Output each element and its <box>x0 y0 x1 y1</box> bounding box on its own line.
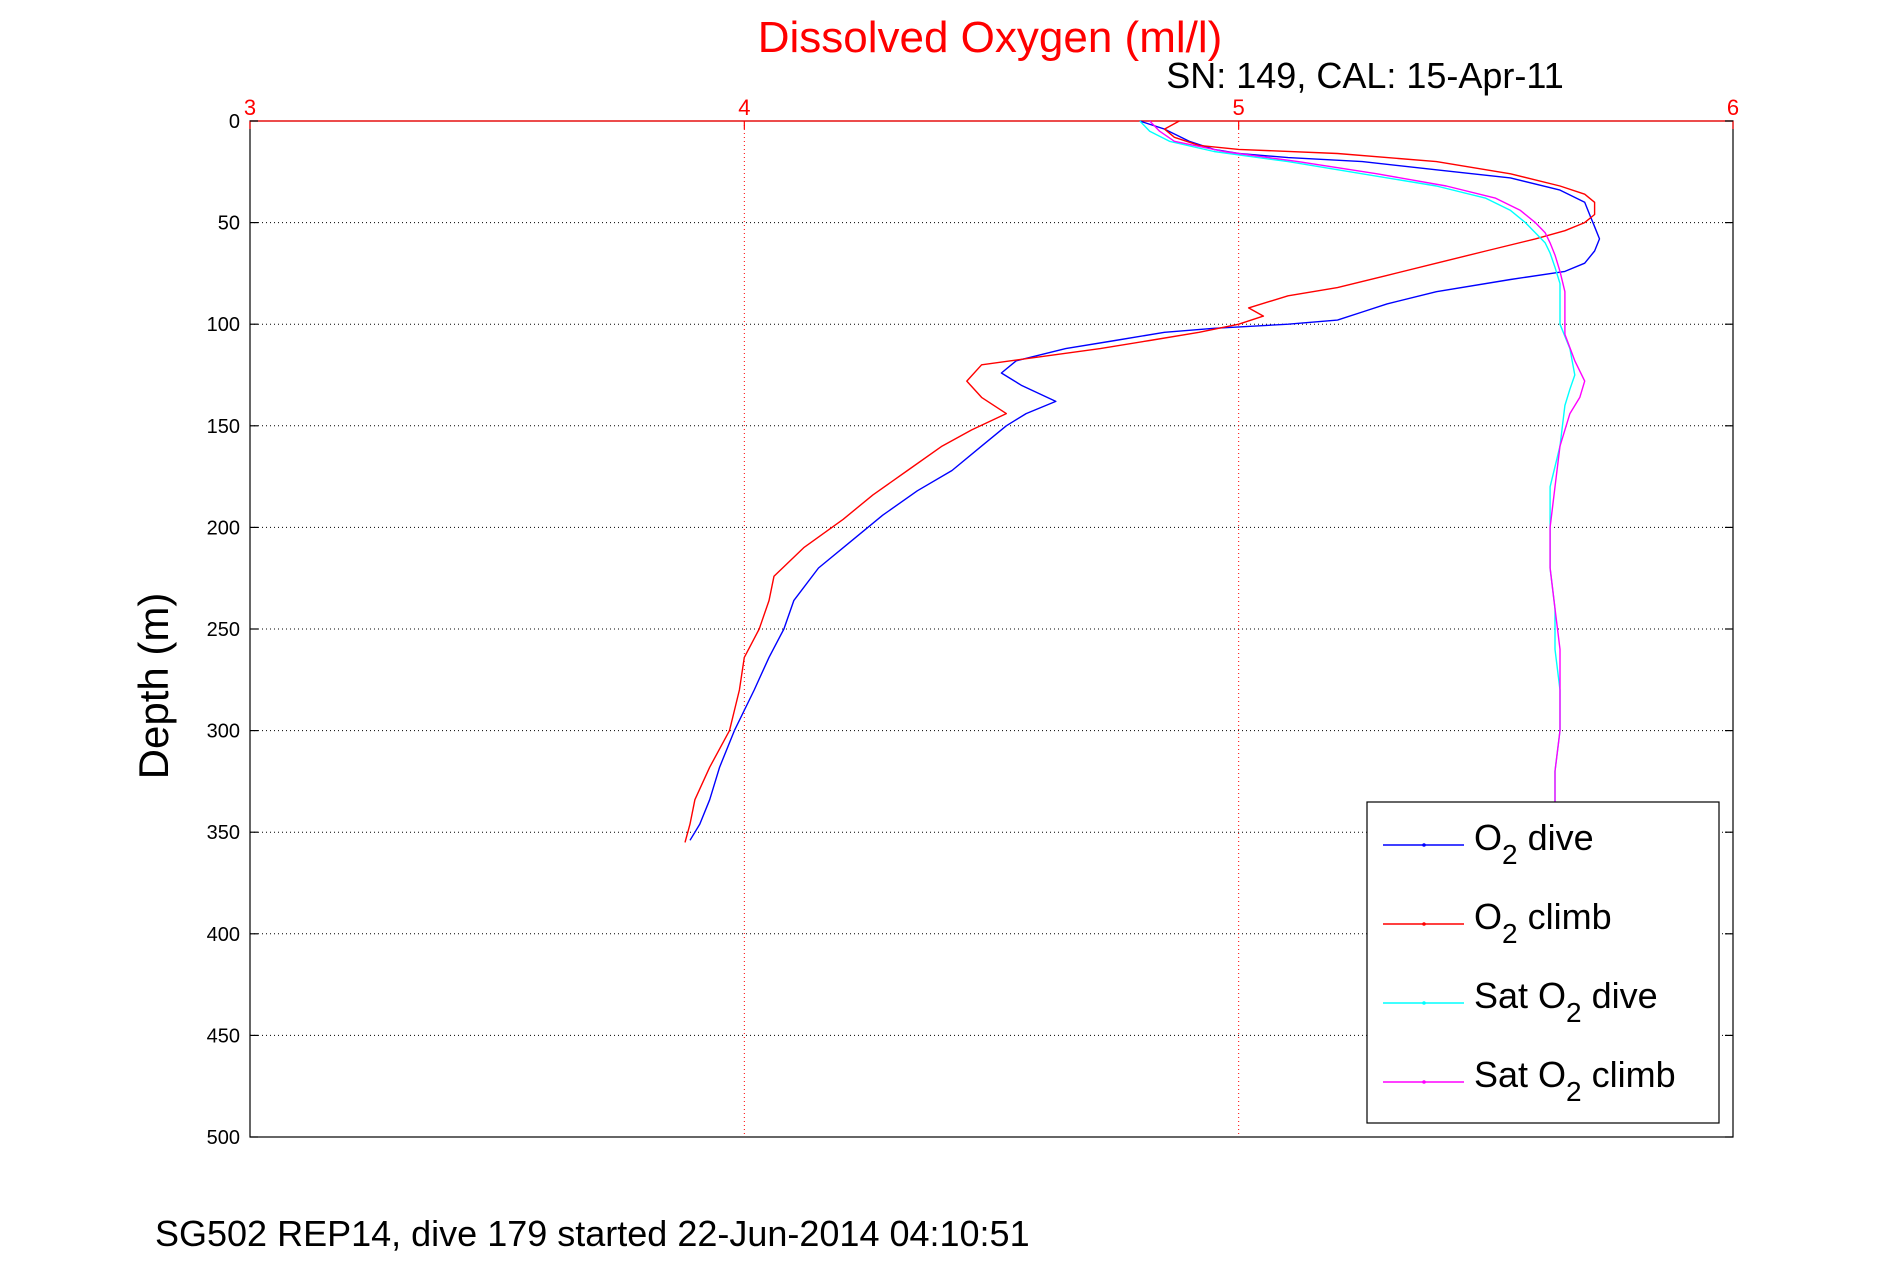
y-tick-label: 400 <box>207 924 240 946</box>
footer-caption: SG502 REP14, dive 179 started 22-Jun-201… <box>155 1213 1030 1254</box>
x-axis-ticks: 3 4 5 6 <box>244 95 1739 129</box>
chart-title: Dissolved Oxygen (ml/l) <box>758 13 1223 62</box>
x-tick-label: 4 <box>738 95 750 120</box>
x-tick-label: 3 <box>244 95 256 120</box>
legend-box <box>1366 801 1720 1124</box>
y-tick-label: 250 <box>207 619 240 641</box>
legend-label: Sat O2 climb <box>1474 1054 1676 1107</box>
legend-item: Sat O2 dive <box>1383 975 1658 1028</box>
y-tick-label: 100 <box>207 314 240 336</box>
y-tick-label: 500 <box>207 1127 240 1149</box>
legend-marker <box>1422 1080 1426 1084</box>
y-tick-label: 200 <box>207 517 240 539</box>
legend-marker <box>1422 922 1426 926</box>
y-tick-label: 50 <box>218 213 240 235</box>
y-axis-label: Depth (m) <box>130 593 177 780</box>
x-tick-label: 6 <box>1727 95 1739 120</box>
y-axis-ticks: 0 50 100 150 200 250 300 350 400 450 500 <box>207 111 1733 1149</box>
series-lines <box>684 120 1601 843</box>
legend-marker <box>1422 1001 1426 1005</box>
legend-marker <box>1422 843 1426 847</box>
y-tick-label: 150 <box>207 416 240 438</box>
legend-label: O2 climb <box>1474 896 1612 949</box>
y-tick-label: 300 <box>207 721 240 743</box>
y-tick-label: 0 <box>229 111 240 133</box>
y-tick-label: 350 <box>207 822 240 844</box>
chart-subtitle: SN: 149, CAL: 15-Apr-11 <box>1166 55 1564 96</box>
legend-item: O2 dive <box>1383 817 1594 870</box>
legend-label: O2 dive <box>1474 817 1594 870</box>
legend-item: O2 climb <box>1383 896 1612 949</box>
legend-label: Sat O2 dive <box>1474 975 1658 1028</box>
y-tick-label: 450 <box>207 1025 240 1047</box>
series-line-2 <box>684 120 1596 843</box>
legend: O2 dive O2 climb Sat O2 dive Sat O2 climb <box>1366 801 1720 1124</box>
x-tick-label: 5 <box>1233 95 1245 120</box>
legend-item: Sat O2 climb <box>1383 1054 1676 1107</box>
series-line-1 <box>689 120 1601 841</box>
series-line-4 <box>1149 120 1586 802</box>
